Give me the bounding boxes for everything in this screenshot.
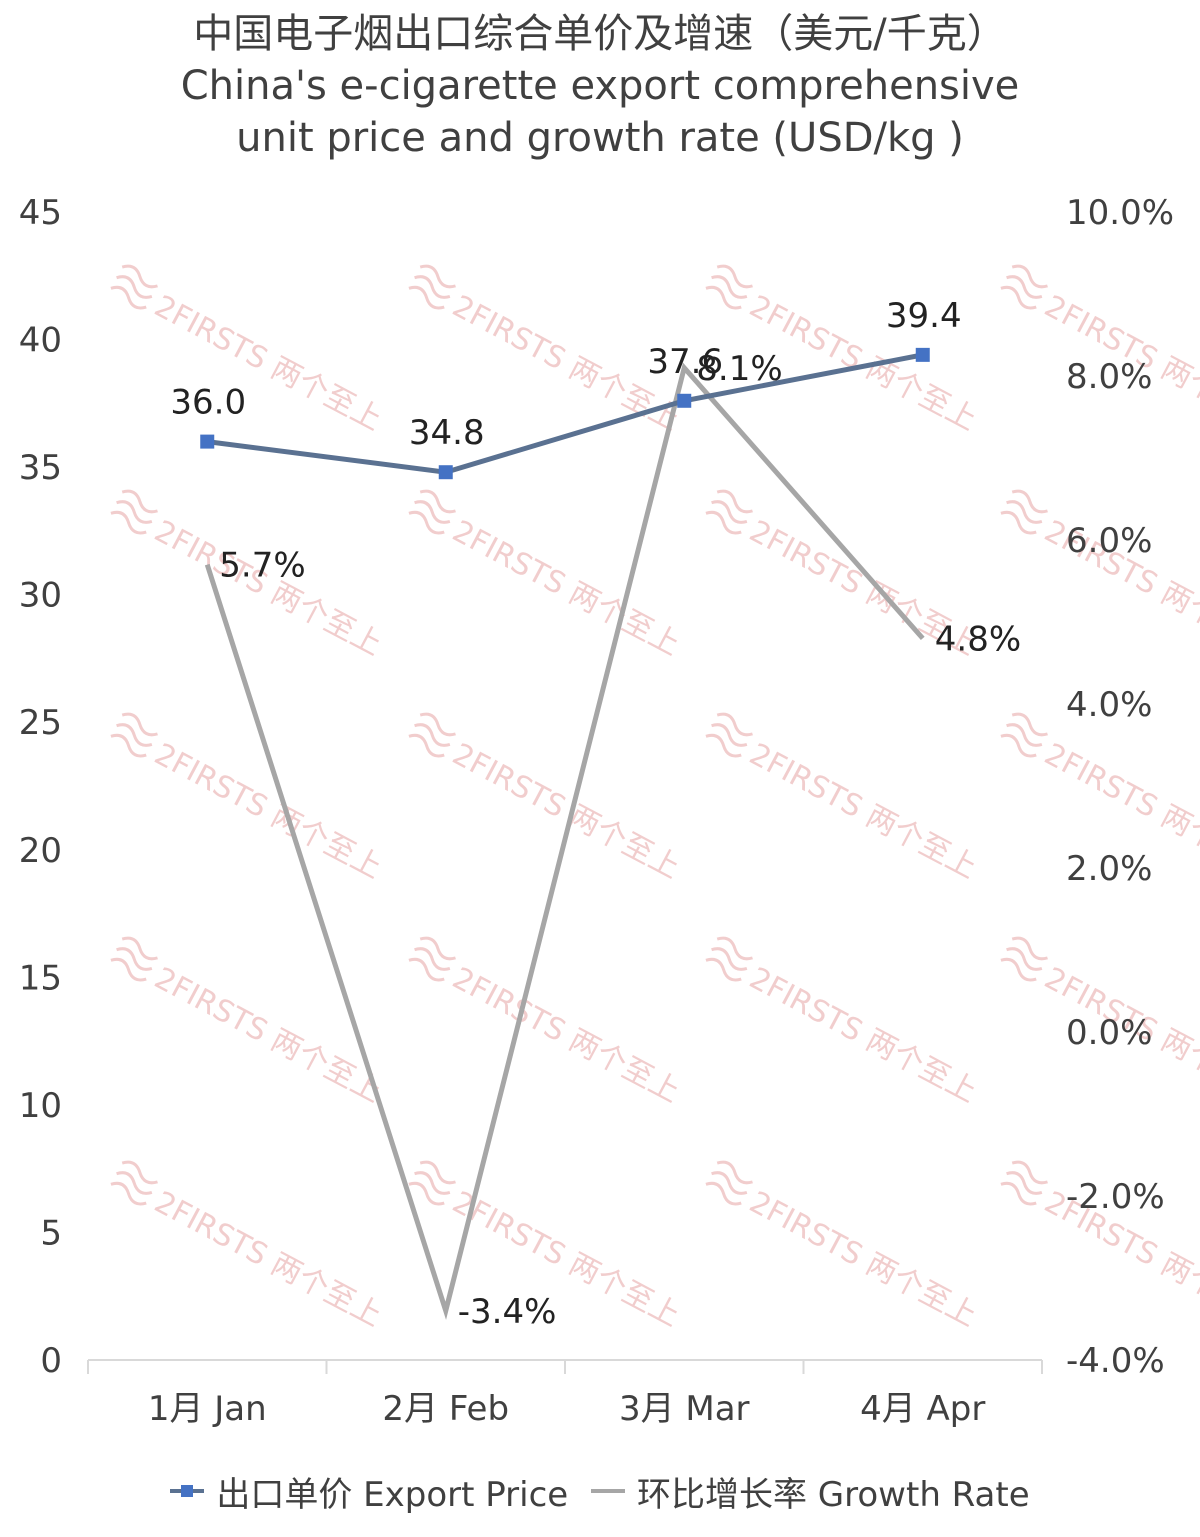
watermark-logo: 2FIRSTS 两个至上 — [110, 1160, 388, 1334]
watermark-icon — [408, 264, 456, 310]
export-price-line — [206, 352, 924, 475]
watermark-icon — [705, 1160, 753, 1206]
export-price-data-label: 37.6 — [647, 342, 723, 382]
left-axis-tick-label: 10 — [19, 1086, 62, 1126]
x-axis-category-label: 3月 Mar — [619, 1389, 750, 1429]
left-axis-tick-label: 45 — [19, 193, 62, 233]
watermark-text: 2FIRSTS 两个至上 — [744, 737, 983, 886]
watermark-icon — [110, 1160, 158, 1206]
right-axis-tick-label: 6.0% — [1066, 521, 1152, 561]
right-axis-tick-label: -4.0% — [1066, 1341, 1165, 1381]
watermark-logo: 2FIRSTS 两个至上 — [705, 712, 983, 886]
watermark-logo: 2FIRSTS 两个至上 — [408, 712, 686, 886]
data-labels: 36.0 34.8 37.6 39.4 5.7% -3.4% 8.1% 4.8% — [170, 296, 1021, 1332]
export-price-point — [677, 393, 692, 408]
watermark-icon — [1000, 489, 1048, 535]
export-price-point — [438, 465, 453, 480]
watermark-logo: 2FIRSTS 两个至上 — [1000, 264, 1200, 438]
right-axis-tick-label: 8.0% — [1066, 357, 1152, 397]
watermark-logo: 2FIRSTS 两个至上 — [705, 936, 983, 1110]
legend-label-export-price: 出口单价 Export Price — [216, 1474, 569, 1515]
watermark-text: 2FIRSTS 两个至上 — [149, 1185, 388, 1334]
growth-rate-data-label: 5.7% — [219, 546, 305, 586]
x-axis-category-label: 1月 Jan — [148, 1389, 267, 1429]
legend-item-export-price: 出口单价 Export Price — [170, 1467, 568, 1516]
export-price-data-label: 39.4 — [886, 296, 962, 336]
watermark-icon — [1000, 1160, 1048, 1206]
left-axis-tick-label: 25 — [19, 703, 62, 743]
growth-rate-data-label: 4.8% — [935, 619, 1021, 659]
watermark-text: 2FIRSTS 两个至上 — [447, 961, 686, 1110]
watermark-logo: 2FIRSTS 两个至上 — [1000, 489, 1200, 663]
watermark-icon — [408, 1160, 456, 1206]
left-axis-tick-label: 15 — [19, 958, 62, 998]
legend-label-growth-rate: 环比增长率 Growth Rate — [637, 1474, 1030, 1515]
chart-title-block: 中国电子烟出口综合单价及增速（美元/千克） China's e-cigarett… — [0, 8, 1200, 164]
legend-marker-icon — [181, 1485, 194, 1497]
export-price-point — [915, 347, 930, 362]
watermark-logo: 2FIRSTS 两个至上 — [110, 936, 388, 1110]
x-axis-category-label: 2月 Feb — [382, 1389, 509, 1429]
legend: 出口单价 Export Price 环比增长率 Growth Rate — [0, 1462, 1200, 1516]
watermark-icon — [1000, 936, 1048, 982]
right-y-axis: -4.0% -2.0% 0.0% 2.0% 4.0% 6.0% 8.0% 10.0% — [1066, 193, 1174, 1381]
watermark-text: 2FIRSTS 两个至上 — [149, 514, 388, 663]
right-axis-tick-label: 4.0% — [1066, 685, 1152, 725]
legend-swatch-export-price — [170, 1485, 205, 1497]
watermark-icon — [705, 712, 753, 758]
series-layer — [200, 347, 930, 1320]
watermark-icon — [110, 712, 158, 758]
watermark-icon — [110, 936, 158, 982]
watermark-layer: 2FIRSTS 两个至上 2FIRSTS 两个至上 2FIRSTS 两个至上 2FIR… — [110, 264, 1200, 1334]
x-axis-labels: 1月 Jan 2月 Feb 3月 Mar 4月 Apr — [148, 1389, 986, 1429]
watermark-icon — [1000, 712, 1048, 758]
right-axis-tick-label: 0.0% — [1066, 1013, 1152, 1053]
watermark-icon — [705, 264, 753, 310]
watermark-icon — [110, 264, 158, 310]
watermark-icon — [408, 489, 456, 535]
left-axis-tick-label: 0 — [40, 1341, 62, 1381]
watermark-logo: 2FIRSTS 两个至上 — [110, 264, 388, 438]
x-axis-category-label: 4月 Apr — [860, 1389, 985, 1429]
x-axis — [87, 1359, 1043, 1374]
watermark-logo: 2FIRSTS 两个至上 — [408, 936, 686, 1110]
left-axis-tick-label: 5 — [40, 1213, 62, 1253]
watermark-icon — [408, 712, 456, 758]
watermark-icon — [705, 489, 753, 535]
chart-subtitle-line-1: China's e-cigarette export comprehensive — [180, 63, 1020, 109]
watermark-text: 2FIRSTS 两个至上 — [744, 961, 983, 1110]
left-axis-tick-label: 30 — [19, 576, 62, 616]
watermark-icon — [705, 936, 753, 982]
growth-rate-data-label: -3.4% — [458, 1292, 557, 1332]
watermark-text: 2FIRSTS 两个至上 — [149, 961, 388, 1110]
watermark-text: 2FIRSTS 两个至上 — [447, 514, 686, 663]
watermark-logo: 2FIRSTS 两个至上 — [110, 712, 388, 886]
watermark-logo: 2FIRSTS 两个至上 — [705, 1160, 983, 1334]
right-axis-tick-label: 10.0% — [1066, 193, 1174, 233]
export-price-data-label: 36.0 — [170, 383, 246, 423]
legend-item-growth-rate: 环比增长率 Growth Rate — [591, 1467, 1030, 1516]
legend-swatch-growth-rate — [591, 1489, 625, 1493]
left-axis-tick-label: 35 — [19, 448, 62, 488]
watermark-text: 2FIRSTS 两个至上 — [447, 737, 686, 886]
watermark-text: 2FIRSTS 两个至上 — [744, 1185, 983, 1334]
chart-title: 中国电子烟出口综合单价及增速（美元/千克） — [193, 11, 1007, 57]
watermark-icon — [110, 489, 158, 535]
export-price-point — [200, 434, 215, 449]
watermark-icon — [408, 936, 456, 982]
left-axis-tick-label: 40 — [19, 321, 62, 361]
growth-rate-data-label: 8.1% — [696, 349, 782, 389]
export-price-data-label: 34.8 — [409, 413, 485, 453]
left-axis-tick-label: 20 — [19, 831, 62, 871]
watermark-icon — [1000, 264, 1048, 310]
left-y-axis: 0 5 10 15 20 25 30 35 40 45 — [19, 193, 62, 1381]
right-axis-tick-label: 2.0% — [1066, 849, 1152, 889]
line-chart: 2FIRSTS 两个至上 2FIRSTS 两个至上 2FIRSTS 两个至上 2FIR… — [19, 193, 1200, 1429]
right-axis-tick-label: -2.0% — [1066, 1177, 1165, 1217]
chart-subtitle-line-2: unit price and growth rate (USD/kg ) — [236, 115, 964, 161]
growth-rate-line — [204, 362, 925, 1320]
